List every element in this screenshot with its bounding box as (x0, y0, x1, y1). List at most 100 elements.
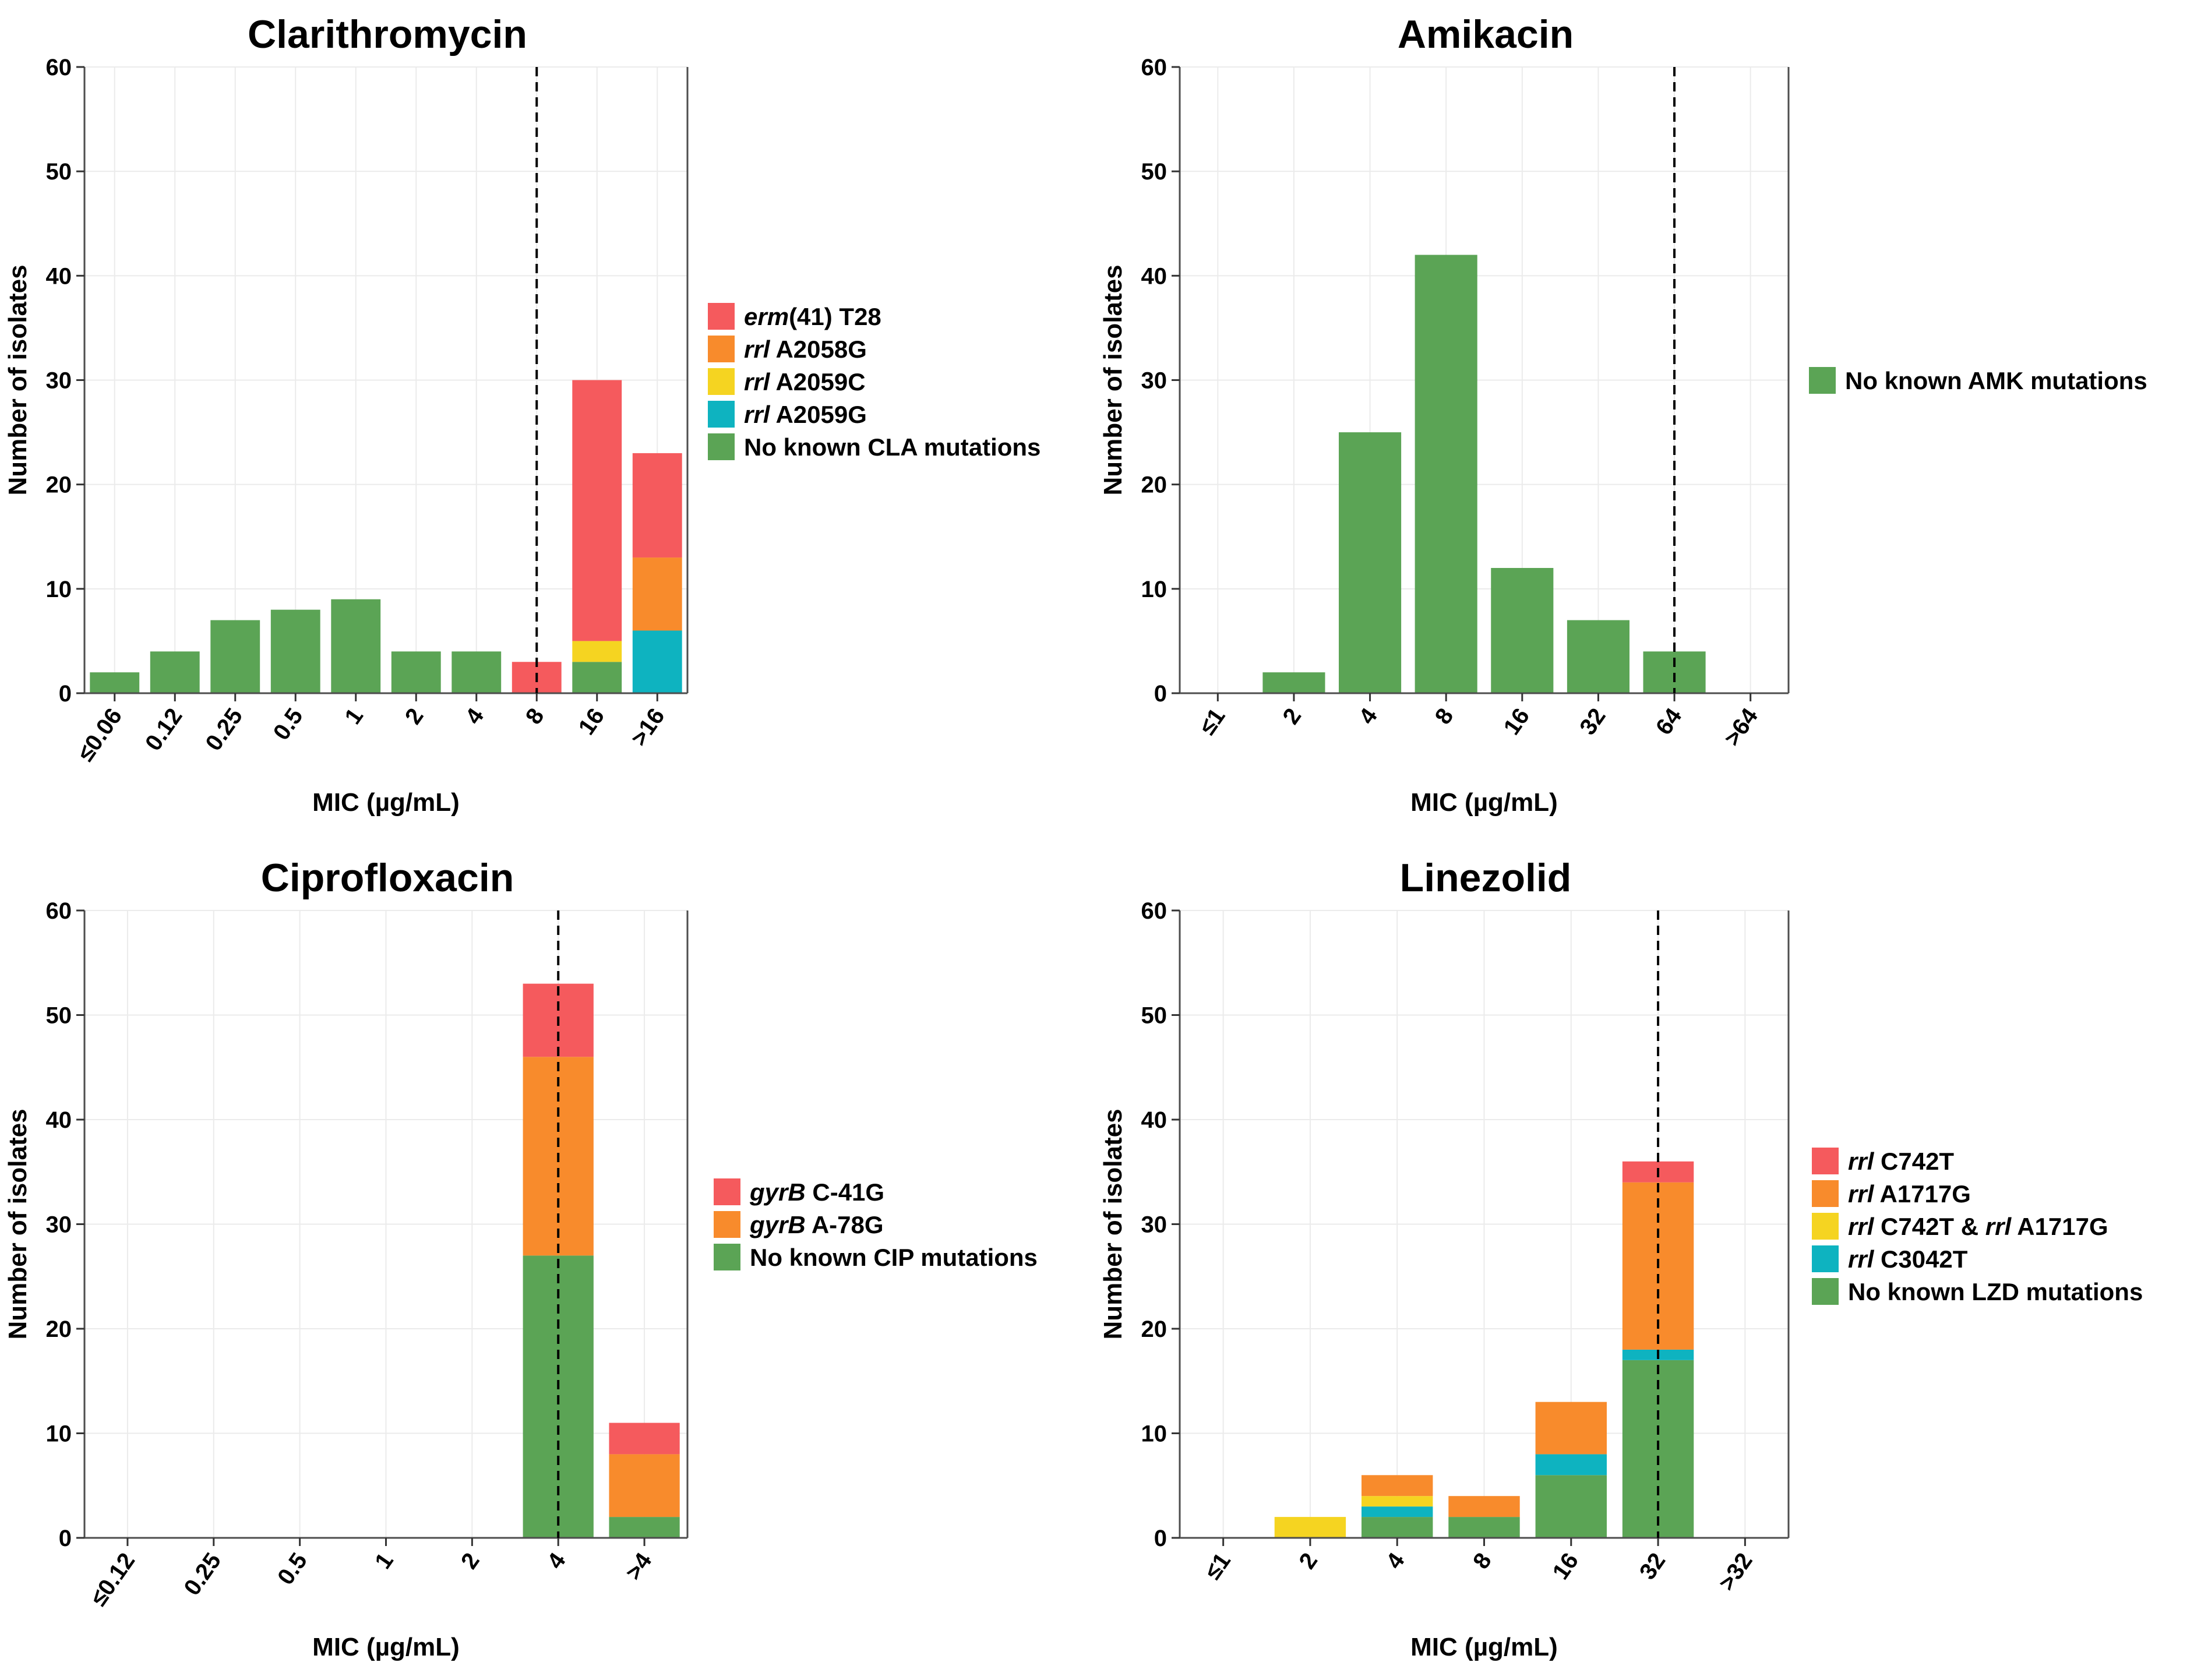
legend-label: rrl C3042T (1848, 1245, 1968, 1273)
bar-segment-16-No known CLA mutations (572, 662, 622, 693)
legend-swatch (708, 368, 735, 395)
y-tick-label: 50 (1141, 1003, 1168, 1029)
bar-segment-8-No known AMK mutations (1415, 255, 1477, 693)
x-tick-label: 16 (574, 704, 610, 740)
legend-label: rrl A1717G (1848, 1180, 1971, 1208)
y-tick-label: 0 (1154, 681, 1167, 707)
x-tick-label: 0.5 (273, 1548, 312, 1590)
legend-swatch (1812, 1245, 1839, 1272)
bar-segment-16-rrl C3042T (1535, 1454, 1607, 1476)
x-tick-label: 4 (460, 703, 489, 729)
legend-label: No known CLA mutations (744, 433, 1040, 461)
bar-segment->4-No known CIP mutations (609, 1517, 680, 1538)
legend-label: gyrB C-41G (749, 1178, 884, 1206)
x-tick-label: 32 (1575, 704, 1611, 740)
bar-segment->16-rrl A2058G (632, 557, 682, 631)
y-tick-label: 20 (46, 472, 72, 498)
x-tick-label: 0.25 (200, 704, 248, 756)
bar-segment-16-erm(41) T28 (572, 380, 622, 641)
bar-segment-4-rrl C742T & rrl A1717G (1362, 1496, 1433, 1507)
bar-segment-1-No known CLA mutations (331, 599, 381, 693)
legend-label: No known CIP mutations (750, 1244, 1038, 1271)
y-tick-label: 20 (1141, 1317, 1168, 1342)
x-tick-label: 4 (1381, 1548, 1410, 1573)
x-tick-label: >4 (620, 1548, 657, 1584)
bar-segment-2-No known AMK mutations (1262, 672, 1325, 693)
legend-swatch (708, 401, 735, 428)
bar-segment-16-No known AMK mutations (1491, 568, 1554, 693)
x-tick-label: 2 (1294, 1548, 1322, 1573)
legend-label: rrl A2059G (744, 401, 867, 428)
y-tick-label: 30 (46, 368, 72, 394)
x-tick-label: 4 (542, 1548, 571, 1573)
x-tick-label: 16 (1548, 1548, 1584, 1584)
x-tick-label: 0.12 (140, 704, 188, 756)
x-tick-label: ≤1 (1194, 704, 1230, 739)
legend-swatch (714, 1211, 740, 1238)
bar-segment->16-erm(41) T28 (632, 453, 682, 558)
x-tick-label: >64 (1719, 703, 1763, 750)
panel-title: Ciprofloxacin (261, 856, 514, 900)
x-tick-label: 1 (340, 704, 368, 729)
y-tick-label: 10 (46, 1421, 72, 1447)
x-axis-label: MIC (µg/mL) (1410, 788, 1558, 817)
x-tick-label: 8 (1468, 1548, 1497, 1573)
bar-segment-≤0.06-No known CLA mutations (90, 672, 140, 693)
x-tick-label: ≤0.06 (73, 704, 127, 766)
bar-segment-4-rrl A1717G (1362, 1475, 1433, 1497)
bar-segment-0.5-No known CLA mutations (270, 609, 320, 693)
legend-label: rrl A2058G (744, 336, 867, 363)
bar-segment-2-rrl C742T & rrl A1717G (1274, 1517, 1346, 1538)
y-tick-label: 50 (46, 159, 72, 185)
y-tick-label: 50 (46, 1003, 72, 1029)
panel-ciprofloxacin: 0 10 20 30 40 50 60 ≤0.12 0.25 0.5 1 2 4 >4 Ciprofloxa… (3, 856, 1038, 1661)
bar-segment-16-No known LZD mutations (1535, 1475, 1607, 1538)
x-tick-label: 2 (1278, 704, 1307, 729)
x-axis-label: MIC (µg/mL) (1410, 1633, 1558, 1661)
y-tick-label: 40 (1141, 263, 1168, 289)
panel-title: Clarithromycin (248, 12, 527, 57)
x-tick-label: ≤0.12 (86, 1548, 140, 1611)
legend-swatch (714, 1244, 740, 1270)
y-tick-label: 0 (59, 1526, 72, 1551)
y-tick-label: 20 (46, 1317, 72, 1342)
y-tick-label: 10 (1141, 577, 1168, 602)
bar-segment-8-rrl A1717G (1448, 1496, 1520, 1517)
x-tick-label: 1 (370, 1548, 398, 1573)
legend: No known AMK mutations (1809, 367, 2147, 394)
x-tick-label: 2 (400, 704, 429, 729)
x-tick-label: 64 (1651, 703, 1687, 739)
bar-segment-4-No known AMK mutations (1339, 432, 1402, 693)
y-tick-label: 30 (46, 1212, 72, 1238)
bar-segment-4-rrl C3042T (1362, 1506, 1433, 1517)
x-tick-label: 0.25 (179, 1548, 226, 1600)
legend-label: rrl A2059C (744, 368, 866, 396)
legend-swatch (1812, 1213, 1839, 1240)
legend-swatch (1812, 1278, 1839, 1305)
bar-segment-16-rrl A1717G (1535, 1402, 1607, 1455)
x-axis-label: MIC (µg/mL) (312, 788, 460, 817)
panel-linezolid: 0 10 20 30 40 50 60 ≤1 2 4 8 16 32 >32 Linezolid MIC (µ… (1099, 856, 2143, 1661)
y-axis-label: Number of isolates (1099, 1109, 1127, 1339)
legend-swatch (1809, 367, 1836, 394)
legend-label: erm(41) T28 (744, 303, 881, 330)
bar-segment->4-gyrB C-41G (609, 1423, 680, 1455)
bar-segment-0.12-No known CLA mutations (150, 651, 200, 693)
bar-segment-4-No known LZD mutations (1362, 1517, 1433, 1538)
x-tick-label: >32 (1714, 1548, 1758, 1596)
legend-swatch (1812, 1180, 1839, 1207)
legend-label: No known AMK mutations (1845, 367, 2147, 394)
x-tick-label: 0.5 (269, 704, 308, 745)
y-axis-label: Number of isolates (1099, 264, 1127, 495)
y-tick-label: 0 (59, 681, 72, 707)
panel-amikacin: 0 10 20 30 40 50 60 ≤1 2 4 8 16 32 64 >64 Amikacin MIC (… (1099, 12, 2147, 817)
y-tick-label: 10 (1141, 1421, 1168, 1447)
legend-swatch (708, 433, 735, 460)
panel-title: Amikacin (1398, 12, 1574, 57)
legend-label: rrl C742T (1848, 1148, 1954, 1175)
legend-swatch (714, 1178, 740, 1205)
x-tick-label: 8 (1430, 704, 1459, 729)
bar-segment-32-No known AMK mutations (1567, 620, 1629, 693)
y-tick-label: 10 (46, 577, 72, 602)
